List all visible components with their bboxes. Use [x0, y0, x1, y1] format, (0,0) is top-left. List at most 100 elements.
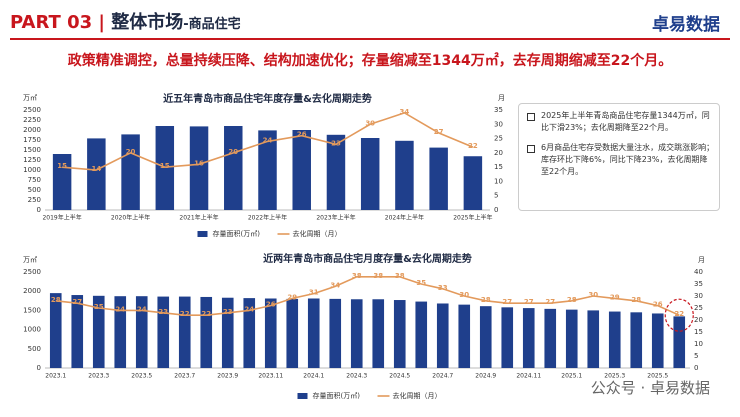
data-label: 30 [459, 291, 469, 299]
data-label: 30 [365, 119, 375, 127]
bar [395, 140, 414, 210]
y2-tick-label: 0 [494, 206, 498, 214]
legend-label: 去化周期（月） [393, 391, 442, 400]
y2-tick-label: 35 [494, 106, 503, 114]
x-tick-label: 2023.9 [217, 373, 238, 380]
x-tick-label: 2024.5 [389, 373, 410, 380]
x-tick-label: 2025.3 [604, 373, 625, 380]
x-tick-label: 2024.11 [516, 373, 541, 380]
bar [608, 311, 621, 368]
y-tick-label: 2000 [23, 126, 41, 134]
x-tick-label: 2021年上半年 [179, 214, 218, 222]
data-label: 28 [481, 296, 491, 304]
y2-tick-label: 30 [694, 292, 703, 300]
data-label: 29 [610, 293, 620, 301]
data-label: 27 [545, 298, 555, 306]
bar [49, 293, 62, 368]
bar [429, 147, 448, 210]
bar [393, 300, 406, 368]
y-tick-label: 2250 [23, 116, 41, 124]
x-tick-label: 2025年上半年 [453, 214, 492, 222]
bar [326, 134, 346, 210]
bar [544, 308, 557, 368]
chart-title: 近两年青岛市商品住宅月度存量&去化周期走势 [263, 252, 472, 265]
y-tick-label: 1500 [23, 146, 41, 154]
y-tick-label: 1000 [23, 326, 41, 334]
data-label: 23 [223, 308, 233, 316]
x-tick-label: 2024.1 [303, 373, 324, 380]
data-label: 28 [631, 296, 641, 304]
header: PART 03 | 整体市场-商品住宅 [10, 8, 241, 34]
legend-swatch [197, 231, 208, 237]
data-label: 38 [395, 272, 405, 280]
bar [501, 307, 514, 368]
data-label: 27 [72, 298, 82, 306]
y2-tick-label: 25 [694, 304, 703, 312]
x-tick-label: 2024.7 [432, 373, 453, 380]
legend-swatch [297, 393, 308, 399]
y2-tick-label: 30 [494, 120, 503, 128]
data-label: 22 [180, 310, 190, 318]
section: 整体市场 [111, 12, 184, 33]
y2-tick-label: 10 [694, 340, 703, 348]
y-axis-label: 万㎡ [23, 94, 37, 102]
data-label: 38 [352, 272, 362, 280]
y2-tick-label: 5 [694, 352, 698, 360]
bar [114, 296, 127, 368]
data-label: 23 [158, 308, 168, 316]
data-label: 23 [331, 139, 341, 147]
bar [135, 296, 148, 368]
data-label: 31 [309, 289, 319, 297]
y-axis-label: 万㎡ [23, 256, 37, 264]
bar [651, 313, 664, 368]
bar [415, 301, 428, 368]
y2-tick-label: 0 [694, 364, 698, 372]
data-label: 24 [244, 305, 254, 313]
y-tick-label: 500 [28, 186, 41, 194]
x-tick-label: 2023.1 [45, 373, 66, 380]
y2-tick-label: 15 [494, 163, 503, 171]
data-label: 34 [400, 108, 410, 116]
y2-tick-label: 15 [694, 328, 703, 336]
data-label: 38 [373, 272, 383, 280]
legend-label: 存量面积(万㎡) [213, 229, 261, 238]
y-tick-label: 0 [37, 206, 41, 214]
headline: 政策精准调控，总量持续压降、结构加速优化；存量缩减至1344万㎡，去存周期缩减至… [67, 53, 673, 69]
subsection: -商品住宅 [183, 17, 241, 32]
bar [243, 298, 256, 368]
y-tick-label: 1500 [23, 306, 41, 314]
data-label: 26 [266, 301, 276, 309]
data-label: 22 [468, 142, 478, 150]
bar [71, 295, 84, 368]
legend-label: 存量面积(万㎡) [313, 391, 361, 400]
data-label: 20 [228, 148, 238, 156]
separator: | [98, 12, 105, 33]
x-tick-label: 2024年上半年 [385, 214, 424, 222]
data-label: 16 [194, 159, 204, 167]
data-label: 27 [434, 128, 444, 136]
data-label: 15 [160, 162, 170, 170]
bar [350, 299, 363, 368]
y-tick-label: 0 [37, 364, 41, 372]
bar [329, 298, 342, 368]
y-tick-label: 250 [28, 196, 41, 204]
bar [292, 130, 311, 210]
bar [463, 156, 483, 210]
line [55, 276, 680, 316]
bar [307, 298, 320, 368]
y2-tick-label: 5 [494, 192, 498, 200]
x-tick-label: 2023.3 [88, 373, 109, 380]
data-label: 14 [91, 165, 101, 173]
data-label: 15 [57, 162, 67, 170]
data-label: 22 [201, 310, 211, 318]
y-tick-label: 2500 [23, 106, 41, 114]
logo: 卓易数据 [652, 15, 720, 35]
y-tick-label: 750 [28, 176, 41, 184]
y2-tick-label: 20 [494, 149, 503, 157]
bar [224, 126, 243, 210]
x-tick-label: 2023.7 [174, 373, 195, 380]
bar [587, 310, 600, 368]
bar [264, 298, 277, 368]
data-label: 33 [438, 284, 448, 292]
data-label: 27 [502, 298, 512, 306]
